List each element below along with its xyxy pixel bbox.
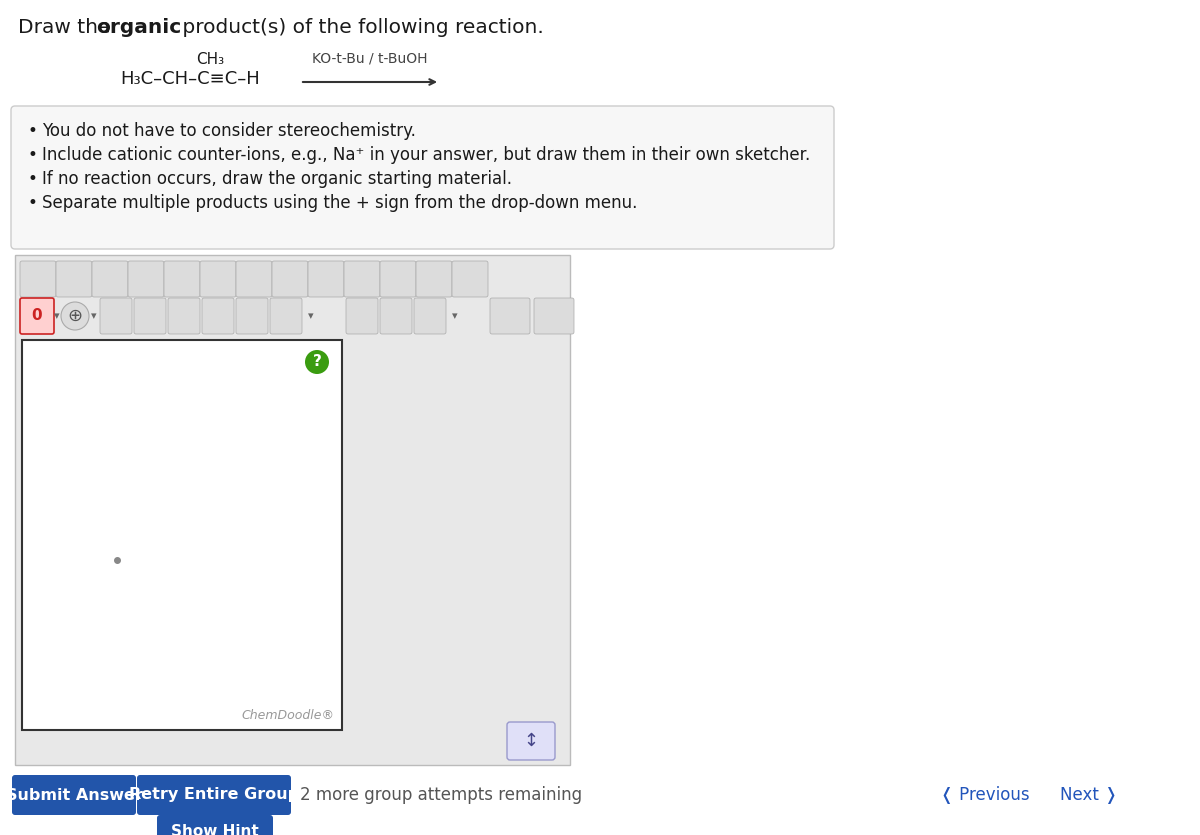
Text: ▾: ▾ bbox=[54, 311, 60, 321]
Text: If no reaction occurs, draw the organic starting material.: If no reaction occurs, draw the organic … bbox=[42, 170, 512, 188]
Text: CH₃: CH₃ bbox=[196, 52, 224, 67]
FancyBboxPatch shape bbox=[92, 261, 128, 297]
Text: ↕: ↕ bbox=[523, 732, 539, 750]
FancyBboxPatch shape bbox=[128, 261, 164, 297]
FancyBboxPatch shape bbox=[414, 298, 446, 334]
Text: H₃C–CH–C≡C–H: H₃C–CH–C≡C–H bbox=[120, 70, 259, 88]
Text: •: • bbox=[28, 170, 38, 188]
FancyBboxPatch shape bbox=[22, 340, 342, 730]
Text: Draw the: Draw the bbox=[18, 18, 116, 37]
Text: 0: 0 bbox=[31, 308, 42, 323]
Text: ▾: ▾ bbox=[91, 311, 97, 321]
Text: ?: ? bbox=[312, 355, 322, 370]
FancyBboxPatch shape bbox=[534, 298, 574, 334]
FancyBboxPatch shape bbox=[12, 775, 136, 815]
FancyBboxPatch shape bbox=[308, 261, 344, 297]
Text: •: • bbox=[28, 194, 38, 212]
Text: ❬ Previous: ❬ Previous bbox=[940, 786, 1030, 804]
Text: product(s) of the following reaction.: product(s) of the following reaction. bbox=[176, 18, 544, 37]
FancyBboxPatch shape bbox=[270, 298, 302, 334]
FancyBboxPatch shape bbox=[20, 298, 54, 334]
FancyBboxPatch shape bbox=[164, 261, 200, 297]
Text: •: • bbox=[28, 122, 38, 140]
Text: Separate multiple products using the + sign from the drop-down menu.: Separate multiple products using the + s… bbox=[42, 194, 637, 212]
FancyBboxPatch shape bbox=[134, 298, 166, 334]
Text: •: • bbox=[28, 146, 38, 164]
Text: 2 more group attempts remaining: 2 more group attempts remaining bbox=[300, 786, 582, 804]
Text: ▾: ▾ bbox=[308, 311, 313, 321]
Text: ChemDoodle®: ChemDoodle® bbox=[241, 709, 334, 722]
FancyBboxPatch shape bbox=[508, 722, 554, 760]
Text: You do not have to consider stereochemistry.: You do not have to consider stereochemis… bbox=[42, 122, 416, 140]
Text: Next ❭: Next ❭ bbox=[1060, 786, 1118, 804]
FancyBboxPatch shape bbox=[56, 261, 92, 297]
FancyBboxPatch shape bbox=[346, 298, 378, 334]
Text: ▾: ▾ bbox=[452, 311, 457, 321]
Text: Include cationic counter-ions, e.g., Na⁺ in your answer, but draw them in their : Include cationic counter-ions, e.g., Na⁺… bbox=[42, 146, 810, 164]
FancyBboxPatch shape bbox=[380, 298, 412, 334]
FancyBboxPatch shape bbox=[168, 298, 200, 334]
FancyBboxPatch shape bbox=[416, 261, 452, 297]
FancyBboxPatch shape bbox=[236, 261, 272, 297]
FancyBboxPatch shape bbox=[11, 106, 834, 249]
FancyBboxPatch shape bbox=[202, 298, 234, 334]
Text: KO-t-Bu / t-BuOH: KO-t-Bu / t-BuOH bbox=[312, 51, 427, 65]
Text: organic: organic bbox=[96, 18, 181, 37]
FancyBboxPatch shape bbox=[236, 298, 268, 334]
Circle shape bbox=[61, 302, 89, 330]
Text: ⊕: ⊕ bbox=[67, 307, 83, 325]
FancyBboxPatch shape bbox=[20, 261, 56, 297]
Text: Retry Entire Group: Retry Entire Group bbox=[128, 787, 299, 802]
Text: Submit Answer: Submit Answer bbox=[6, 787, 143, 802]
FancyBboxPatch shape bbox=[200, 261, 236, 297]
Text: Show Hint: Show Hint bbox=[172, 824, 259, 835]
FancyBboxPatch shape bbox=[272, 261, 308, 297]
Circle shape bbox=[305, 350, 329, 374]
FancyBboxPatch shape bbox=[14, 255, 570, 765]
FancyBboxPatch shape bbox=[452, 261, 488, 297]
FancyBboxPatch shape bbox=[137, 775, 292, 815]
FancyBboxPatch shape bbox=[380, 261, 416, 297]
FancyBboxPatch shape bbox=[344, 261, 380, 297]
FancyBboxPatch shape bbox=[157, 815, 274, 835]
FancyBboxPatch shape bbox=[100, 298, 132, 334]
FancyBboxPatch shape bbox=[490, 298, 530, 334]
